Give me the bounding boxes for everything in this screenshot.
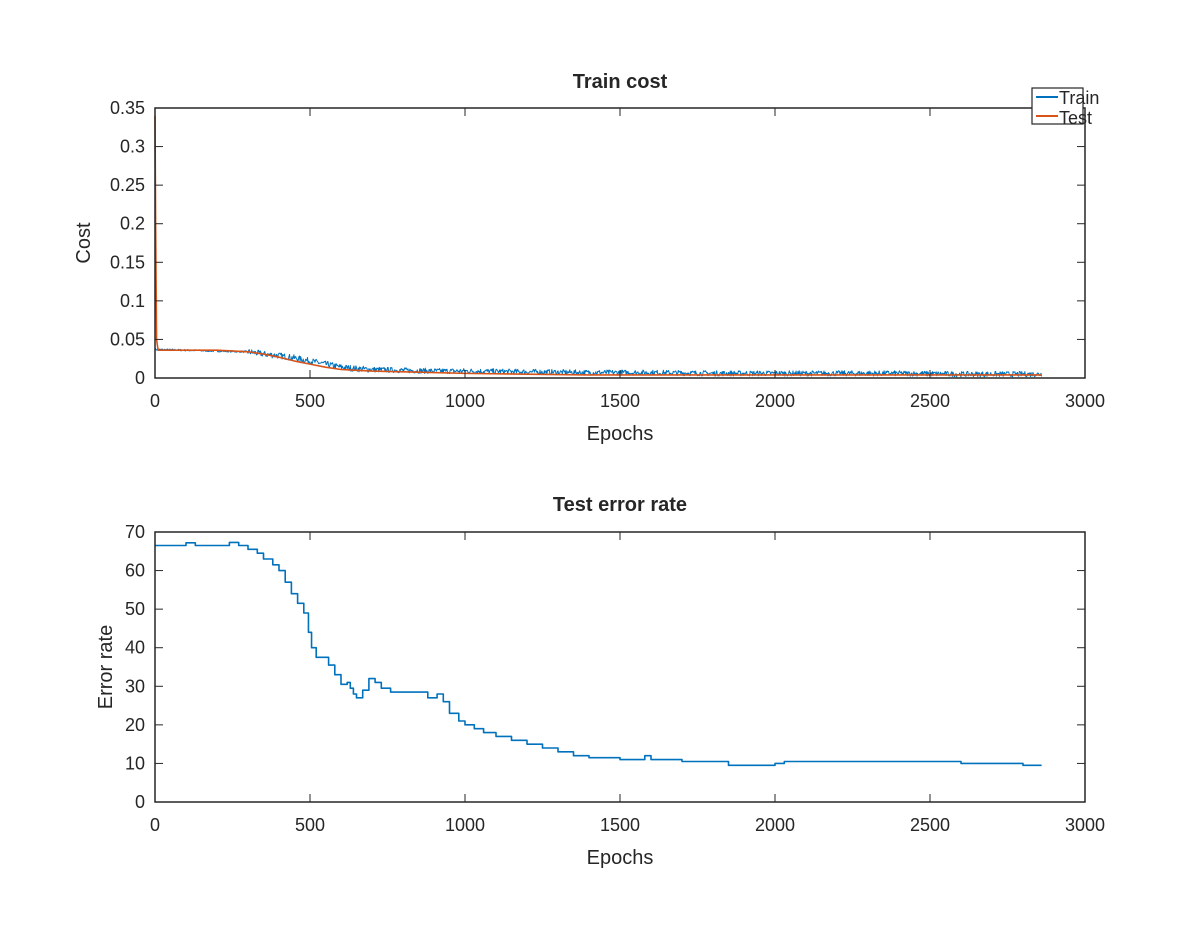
x-tick-label: 2000 [755, 391, 795, 411]
x-tick-label: 500 [295, 391, 325, 411]
y-axis-label: Error rate [95, 625, 117, 709]
y-tick-label: 0.1 [120, 291, 145, 311]
y-axis-label: Cost [73, 222, 95, 264]
train-cost-chart: Train cost 0 500 1000 1500 2000 2500 3000 0 0.05… [73, 71, 1105, 445]
y-tick-label: 40 [125, 638, 145, 658]
x-tick-label: 2500 [910, 815, 950, 835]
x-tick-label: 3000 [1065, 815, 1105, 835]
legend-box [1031, 87, 1084, 125]
legend-label-train: Train [1059, 88, 1099, 108]
series-line-test [154, 115, 1042, 376]
series-layer [154, 115, 1043, 378]
y-tick-label: 0.25 [110, 175, 145, 195]
y-tick-label: 0.05 [110, 329, 145, 349]
legend-label-test: Test [1059, 108, 1092, 128]
plot-area [155, 108, 1085, 378]
y-tick-label: 0.35 [110, 98, 145, 118]
x-tick-label: 1000 [445, 391, 485, 411]
y-tick-label: 0 [135, 792, 145, 812]
x-tick-label: 0 [150, 391, 160, 411]
x-axis-label: Epochs [587, 423, 654, 445]
x-tick-label: 1500 [600, 815, 640, 835]
x-tick-label: 0 [150, 815, 160, 835]
tick-layer: 0 500 1000 1500 2000 2500 3000 0 10 20 30 40 50 60 70 [125, 522, 1105, 835]
x-tick-label: 1000 [445, 815, 485, 835]
x-tick-label: 1500 [600, 391, 640, 411]
chart-title: Train cost [573, 71, 668, 93]
y-tick-label: 0.15 [110, 252, 145, 272]
y-tick-label: 0.3 [120, 137, 145, 157]
y-tick-label: 30 [125, 676, 145, 696]
test-error-rate-chart: Test error rate 0 500 1000 1500 2000 2500 3000… [95, 494, 1105, 869]
y-tick-label: 60 [125, 561, 145, 581]
y-tick-label: 20 [125, 715, 145, 735]
series-line-0 [155, 541, 1042, 767]
legend: Train Test [1031, 87, 1099, 128]
x-tick-label: 500 [295, 815, 325, 835]
y-tick-label: 70 [125, 522, 145, 542]
x-tick-label: 3000 [1065, 391, 1105, 411]
tick-layer: 0 500 1000 1500 2000 2500 3000 0 0.05 0.1 0.15 0.2 0… [110, 98, 1105, 411]
series-layer [155, 541, 1042, 767]
x-tick-label: 2000 [755, 815, 795, 835]
y-tick-label: 10 [125, 753, 145, 773]
y-tick-label: 50 [125, 599, 145, 619]
x-tick-label: 2500 [910, 391, 950, 411]
y-tick-label: 0.2 [120, 214, 145, 234]
series-line-train [154, 348, 1043, 378]
chart-title: Test error rate [553, 494, 687, 516]
y-tick-label: 0 [135, 368, 145, 388]
x-axis-label: Epochs [587, 847, 654, 869]
